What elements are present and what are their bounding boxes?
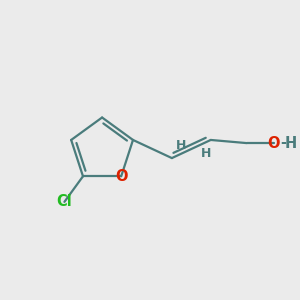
- Text: -: -: [281, 135, 287, 150]
- Text: H: H: [201, 147, 211, 160]
- Text: Cl: Cl: [56, 194, 72, 209]
- Text: O: O: [268, 136, 280, 151]
- Text: O: O: [115, 169, 128, 184]
- Text: H: H: [285, 136, 297, 151]
- Text: H: H: [176, 139, 186, 152]
